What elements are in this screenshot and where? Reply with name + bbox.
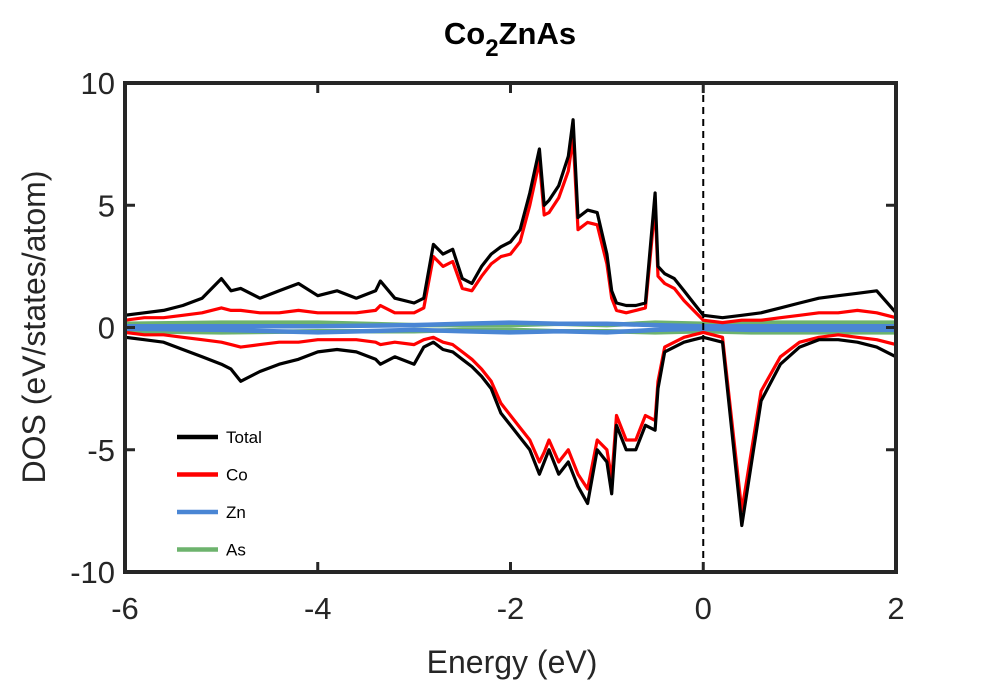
title-rest: ZnAs xyxy=(499,16,577,51)
x-axis-label: Energy (eV) xyxy=(427,644,598,680)
series-co-spin-down-line xyxy=(124,330,897,513)
chart-title: Co2ZnAs xyxy=(444,16,576,62)
y-tick-label: -10 xyxy=(70,555,115,590)
legend-label-zn: Zn xyxy=(226,503,246,522)
plot-area xyxy=(124,118,898,528)
title-subscript: 2 xyxy=(485,35,498,62)
y-tick-label: -5 xyxy=(87,433,115,468)
legend-label-as: As xyxy=(226,541,246,560)
x-tick-label: 2 xyxy=(887,591,904,626)
series-total-spin-up-line xyxy=(124,118,898,320)
legend-label-co: Co xyxy=(226,466,248,485)
series-zn-spin-down-line xyxy=(124,326,896,335)
axis-ticks: -6 -4 -2 0 2 -10 -5 0 5 10 xyxy=(70,66,904,626)
x-tick-label: -2 xyxy=(497,591,525,626)
series-co-spin-up-line xyxy=(124,135,897,325)
series-total-spin-down-line xyxy=(124,335,897,528)
x-tick-label: 0 xyxy=(695,591,712,626)
y-axis-label: DOS (eV/states/atom) xyxy=(16,171,52,484)
legend-label-total: Total xyxy=(226,428,262,447)
y-tick-label: 10 xyxy=(81,66,115,101)
title-main: Co xyxy=(444,16,485,51)
y-tick-label: 0 xyxy=(98,311,115,346)
series-zn-spin-up-line xyxy=(125,320,896,329)
x-tick-label: -6 xyxy=(111,591,139,626)
x-tick-label: -4 xyxy=(304,591,332,626)
y-tick-label: 5 xyxy=(98,188,115,223)
legend: Total Co Zn As xyxy=(177,428,262,560)
